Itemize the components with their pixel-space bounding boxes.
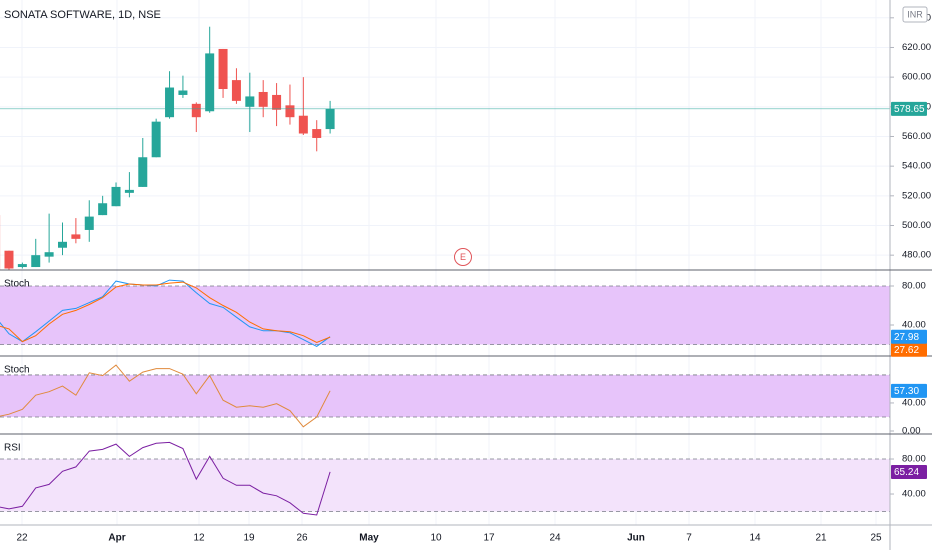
indicator-band: [0, 285, 890, 345]
last-value-label: 578.65: [894, 104, 925, 115]
x-tick-label: 26: [296, 533, 308, 544]
x-tick-label: May: [359, 533, 379, 544]
indicator: [0, 364, 890, 428]
candle-body: [58, 241, 67, 248]
earnings-label: E: [460, 252, 466, 262]
y-tick-label: 40.00: [902, 489, 926, 500]
x-tick-label: 12: [193, 533, 205, 544]
x-tick-label: 14: [749, 533, 761, 544]
candle-body: [231, 80, 241, 101]
x-tick-label: 25: [870, 533, 882, 544]
candle-body: [4, 250, 14, 269]
currency-label: INR: [907, 9, 923, 19]
currency-box: [902, 6, 928, 23]
indicator: [0, 441, 890, 516]
candle-body: [178, 90, 188, 95]
indicator-band: [0, 374, 890, 417]
candle-body: [245, 96, 255, 107]
candle-body: [111, 186, 121, 207]
x-tick-label: 22: [16, 533, 28, 544]
candle-body: [312, 129, 322, 138]
candle-body: [17, 264, 27, 268]
indicator-line: [0, 441, 331, 516]
candle-body: [218, 48, 228, 90]
indicator: [0, 279, 890, 347]
last-value-label: 27.62: [894, 345, 919, 356]
y-tick-label: 560.00: [902, 131, 931, 142]
y-tick-label: 80.00: [902, 454, 926, 465]
x-tick-label: Apr: [108, 533, 125, 544]
candle-body: [258, 91, 268, 107]
candle-body: [124, 189, 134, 193]
candle-body: [151, 121, 161, 158]
x-tick-label: 21: [815, 533, 827, 544]
indicator-title: Stoch: [4, 365, 30, 376]
candles: [0, 26, 890, 270]
candle-body: [285, 105, 295, 118]
candle-body: [138, 157, 148, 187]
candle-body: [165, 87, 175, 118]
x-tick-label: 7: [686, 533, 692, 544]
candle-body: [98, 203, 108, 216]
last-value-box: [891, 101, 927, 116]
candle-body: [298, 115, 308, 134]
indicator-title: Stoch: [4, 279, 30, 290]
x-tick-label: 17: [483, 533, 495, 544]
x-tick-label: 24: [549, 533, 561, 544]
candle-body: [205, 53, 215, 112]
indicator-band: [0, 459, 890, 512]
x-tick-label: 19: [243, 533, 255, 544]
last-value-label: 57.30: [894, 386, 919, 397]
indicator-line: [0, 281, 331, 344]
candle-body: [191, 103, 201, 118]
earnings-marker: [454, 248, 472, 266]
last-value-label: 65.24: [894, 467, 919, 478]
last-value-box: [891, 464, 927, 479]
candle-body: [71, 234, 81, 239]
y-tick-label: 600.00: [902, 72, 931, 83]
indicator-line: [0, 364, 331, 428]
candle-body: [31, 255, 41, 268]
x-tick-label: Jun: [627, 533, 645, 544]
candle-body: [84, 216, 94, 230]
y-tick-label: 80.00: [902, 281, 926, 292]
chart-title: SONATA SOFTWARE, 1D, NSE: [4, 9, 161, 21]
last-value-box: [891, 342, 927, 357]
last-value-box: [891, 329, 927, 344]
y-tick-label: 520.00: [902, 190, 931, 201]
candle-body: [44, 252, 54, 257]
y-tick-label: 40.00: [902, 320, 926, 331]
x-tick-label: 10: [430, 533, 442, 544]
y-tick-label: 620.00: [902, 42, 931, 53]
y-tick-label: 540.00: [902, 161, 931, 172]
candle-body: [272, 94, 282, 110]
y-tick-label: 40.00: [902, 397, 926, 408]
y-tick-label: 500.00: [902, 220, 931, 231]
candle-body: [325, 108, 335, 130]
last-value-label: 27.98: [894, 332, 919, 343]
y-tick-label: 480.00: [902, 250, 931, 261]
y-tick-label: 0.00: [902, 426, 921, 437]
last-value-box: [891, 383, 927, 398]
indicator-title: RSI: [4, 443, 21, 454]
